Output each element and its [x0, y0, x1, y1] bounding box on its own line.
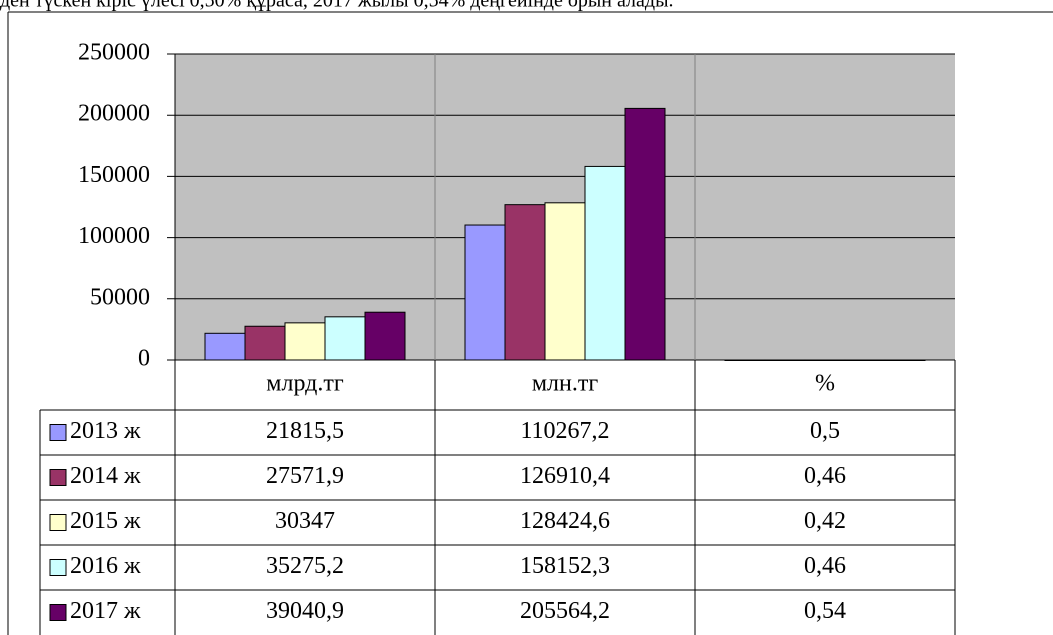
- legend-swatch: [49, 559, 67, 576]
- table-cell: 0,42: [804, 508, 846, 534]
- legend-swatch: [49, 424, 67, 441]
- bar: [624, 107, 666, 361]
- table-cell: 0,54: [804, 598, 846, 624]
- bar: [244, 325, 286, 361]
- caption: ден түскен кіріс үлесі 0,50% құраса, 201…: [0, 0, 674, 12]
- legend-label: 2013 ж: [70, 418, 141, 444]
- y-tick-label: 0: [138, 346, 150, 372]
- y-tick-label: 100000: [78, 223, 150, 249]
- bar: [544, 202, 586, 361]
- table-cell: 110267,2: [520, 418, 609, 444]
- legend-swatch: [49, 469, 67, 486]
- table-cell: 30347: [275, 508, 335, 534]
- legend-label: 2017 ж: [70, 598, 141, 624]
- y-tick-label: 150000: [78, 162, 150, 188]
- bar: [504, 204, 546, 361]
- table-cell: 0,5: [810, 418, 840, 444]
- y-tick-label: 250000: [78, 40, 150, 66]
- x-tick-label: млн.тг: [532, 371, 598, 397]
- bar: [844, 359, 886, 361]
- table-cell: 35275,2: [266, 553, 344, 579]
- table-cell: 21815,5: [266, 418, 344, 444]
- y-tick-label: 200000: [78, 101, 150, 127]
- bar: [884, 359, 926, 361]
- bar: [464, 224, 506, 361]
- table-cell: 205564,2: [520, 598, 610, 624]
- bar: [764, 359, 806, 361]
- table-cell: 39040,9: [266, 598, 344, 624]
- legend-swatch: [49, 604, 67, 621]
- bar: [724, 359, 766, 361]
- table-cell: 158152,3: [520, 553, 610, 579]
- bar: [204, 332, 246, 361]
- table-cell: 0,46: [804, 463, 846, 489]
- x-tick-label: млрд.тг: [266, 371, 344, 397]
- bar: [364, 311, 406, 361]
- legend-label: 2015 ж: [70, 508, 141, 534]
- x-tick-label: %: [815, 371, 835, 397]
- bar: [804, 359, 846, 361]
- y-tick-label: 50000: [90, 284, 150, 310]
- legend-label: 2016 ж: [70, 553, 141, 579]
- bar: [324, 316, 366, 361]
- legend-label: 2014 ж: [70, 463, 141, 489]
- table-cell: 0,46: [804, 553, 846, 579]
- bar: [284, 322, 326, 361]
- bar: [584, 165, 626, 361]
- table-cell: 126910,4: [520, 463, 610, 489]
- table-cell: 128424,6: [520, 508, 610, 534]
- table-cell: 27571,9: [266, 463, 344, 489]
- legend-swatch: [49, 514, 67, 531]
